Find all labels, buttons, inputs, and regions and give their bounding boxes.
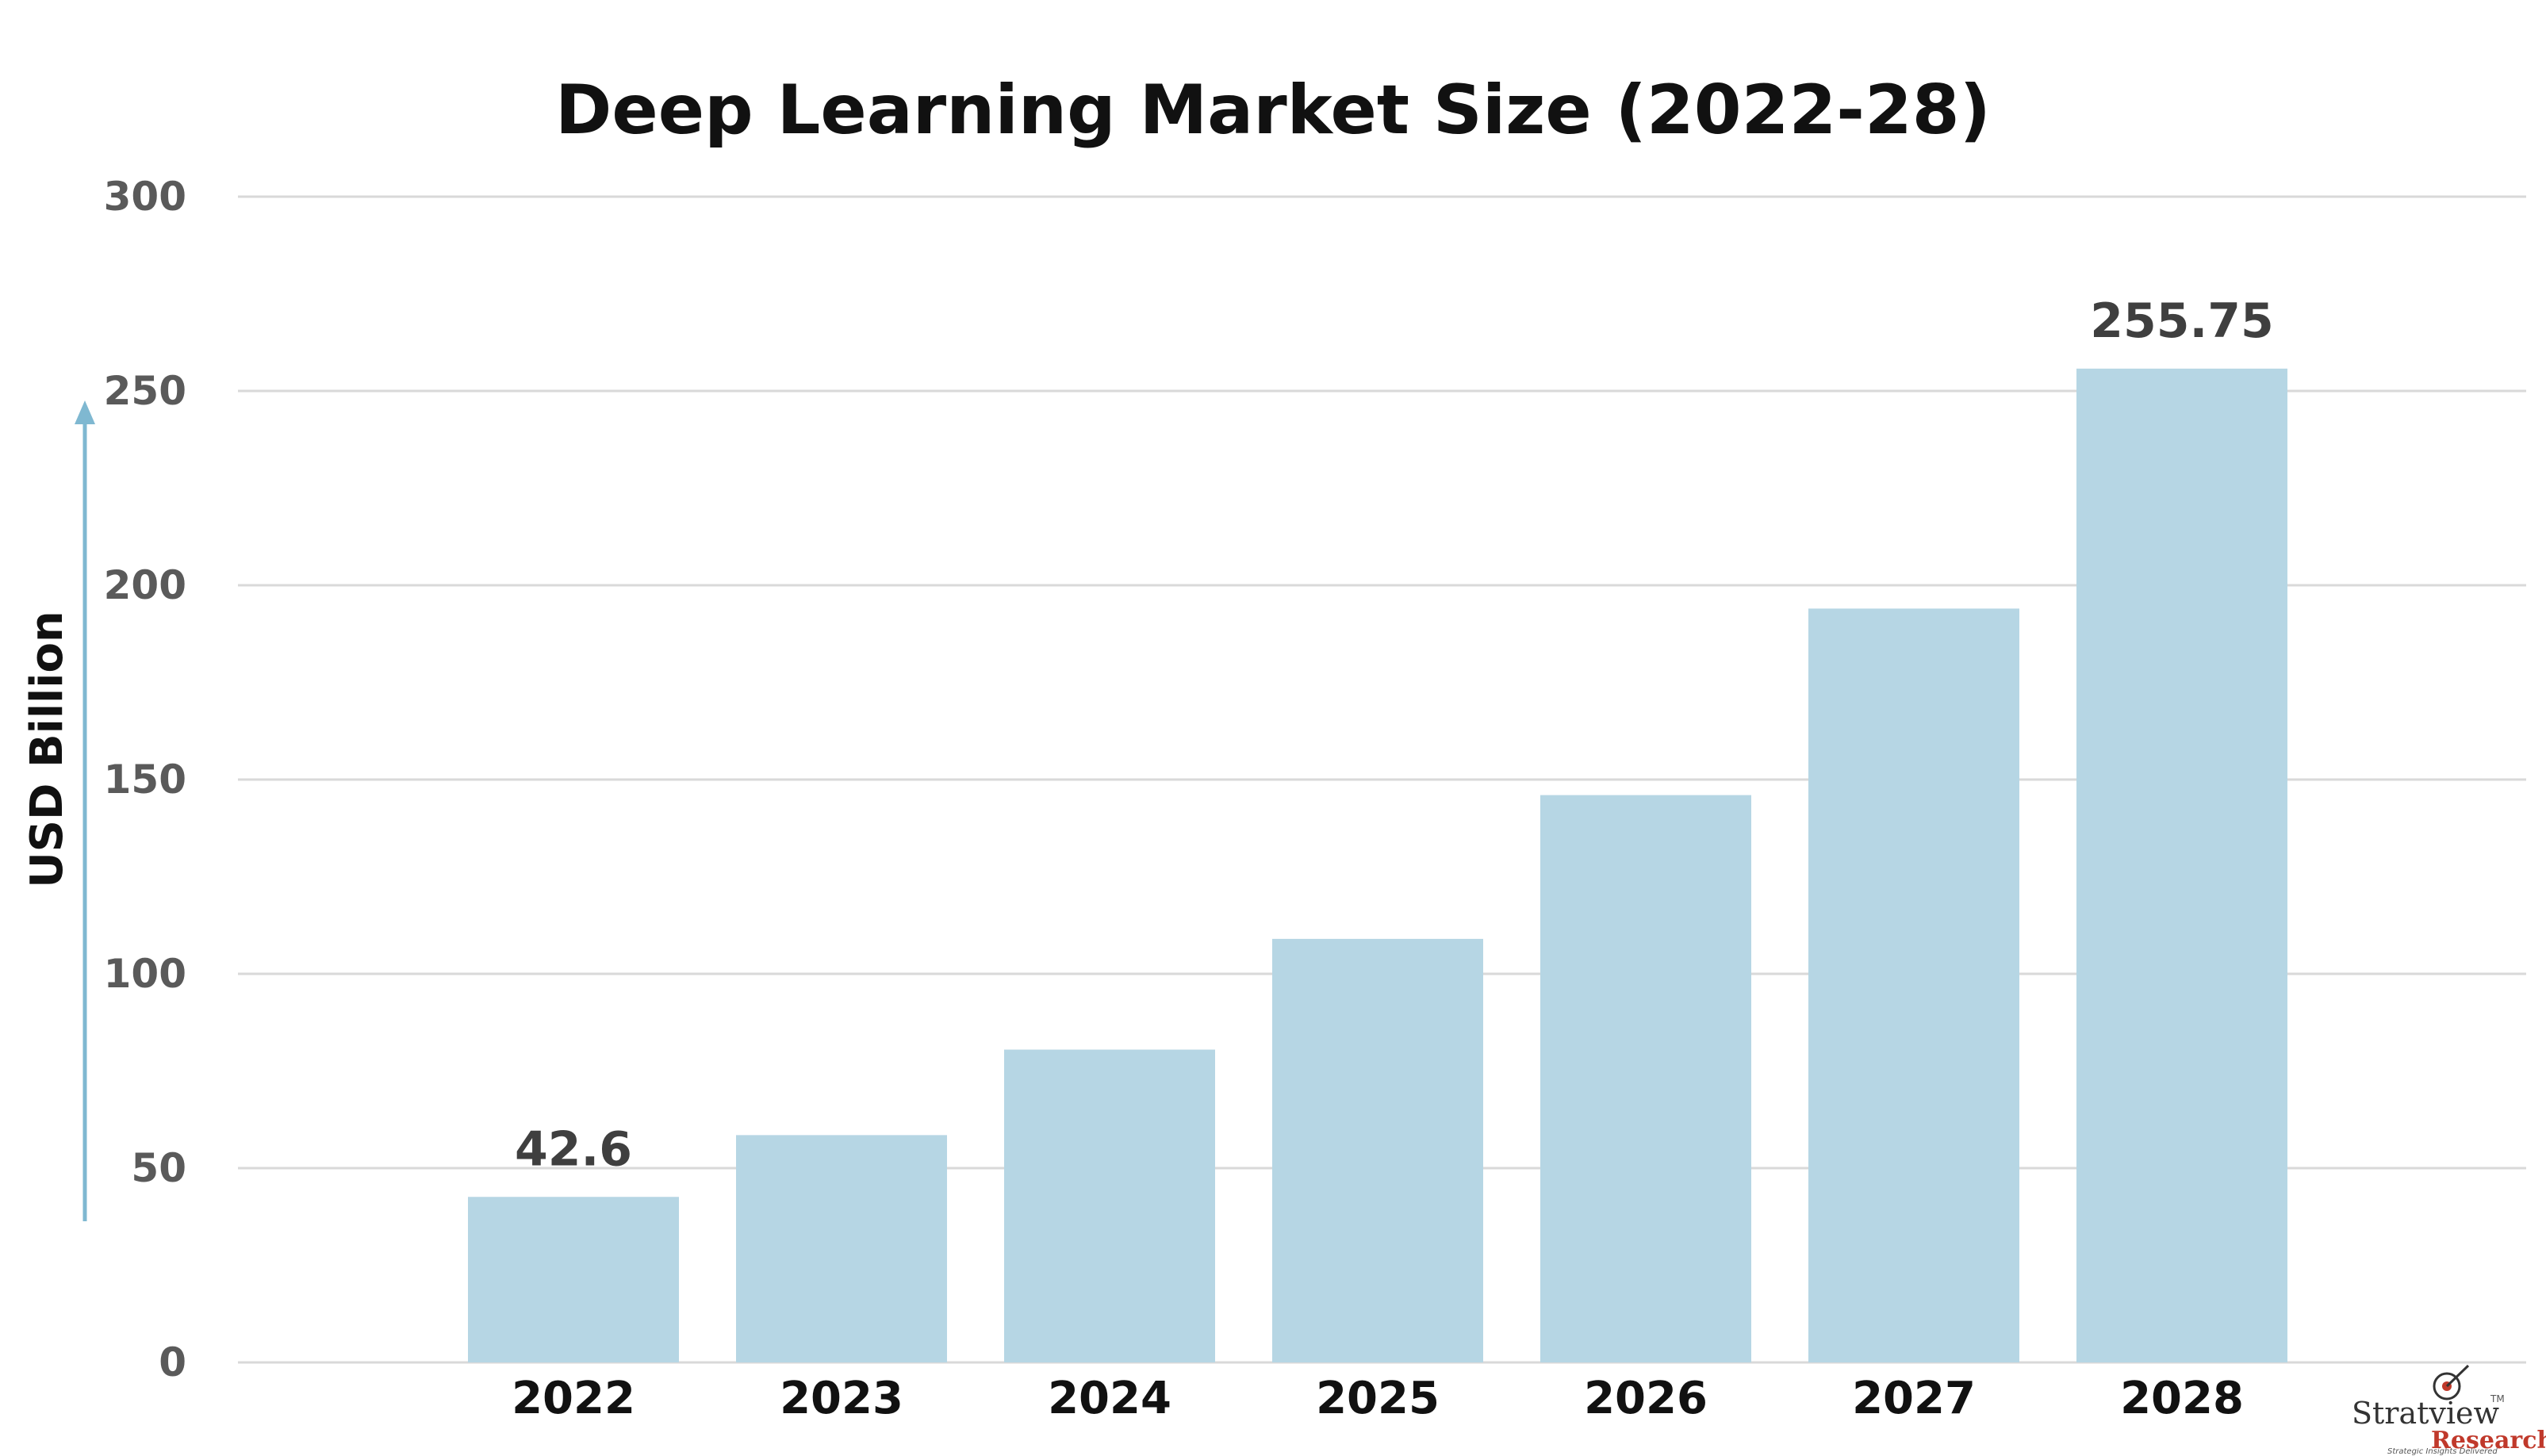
logo-tagline: Strategic Insights Delivered — [2387, 1448, 2498, 1456]
x-tick-label: 2024 — [1048, 1373, 1171, 1424]
chart-title: Deep Learning Market Size (2022-28) — [555, 71, 1991, 150]
bar-2023 — [736, 1135, 947, 1362]
y-tick-label: 100 — [104, 951, 186, 997]
bar-2024 — [1004, 1049, 1215, 1362]
x-tick-label: 2026 — [1584, 1373, 1708, 1424]
x-tick-label: 2025 — [1316, 1373, 1440, 1424]
bar-2028 — [2076, 368, 2287, 1363]
bar-2027 — [1808, 608, 2019, 1362]
y-tick-label: 0 — [159, 1339, 186, 1385]
bar-2026 — [1540, 795, 1751, 1362]
stratview-logo: Stratview TM Research — [2352, 1364, 2546, 1454]
bar-2025 — [1272, 938, 1483, 1362]
bars — [468, 368, 2287, 1363]
y-tick-label: 250 — [104, 368, 186, 414]
y-axis-arrow-head — [75, 400, 95, 424]
y-tick-label: 150 — [104, 757, 186, 803]
data-label-2028: 255.75 — [2090, 293, 2274, 349]
logo-name: Stratview — [2352, 1396, 2500, 1431]
logo-arrow-icon — [2445, 1364, 2470, 1388]
data-label-2022: 42.6 — [515, 1121, 632, 1177]
x-tick-label: 2028 — [2120, 1373, 2244, 1424]
x-tick-label: 2022 — [512, 1373, 635, 1424]
x-axis-ticks: 2022 2023 2024 2025 2026 2027 2028 — [512, 1373, 2244, 1424]
y-axis-label: USD Billion — [21, 611, 73, 888]
y-tick-label: 200 — [104, 562, 186, 608]
y-tick-label: 50 — [131, 1145, 186, 1191]
logo-tm: TM — [2490, 1393, 2505, 1404]
x-tick-label: 2027 — [1852, 1373, 1976, 1424]
y-axis-ticks: 0 50 100 150 200 250 300 — [104, 174, 186, 1385]
x-tick-label: 2023 — [780, 1373, 903, 1424]
bar-2022 — [468, 1197, 679, 1362]
data-labels: 42.6 255.75 — [515, 293, 2274, 1177]
logo-target-icon — [2433, 1372, 2461, 1400]
logo-sub: Research — [2431, 1427, 2546, 1454]
y-tick-label: 300 — [104, 174, 186, 220]
